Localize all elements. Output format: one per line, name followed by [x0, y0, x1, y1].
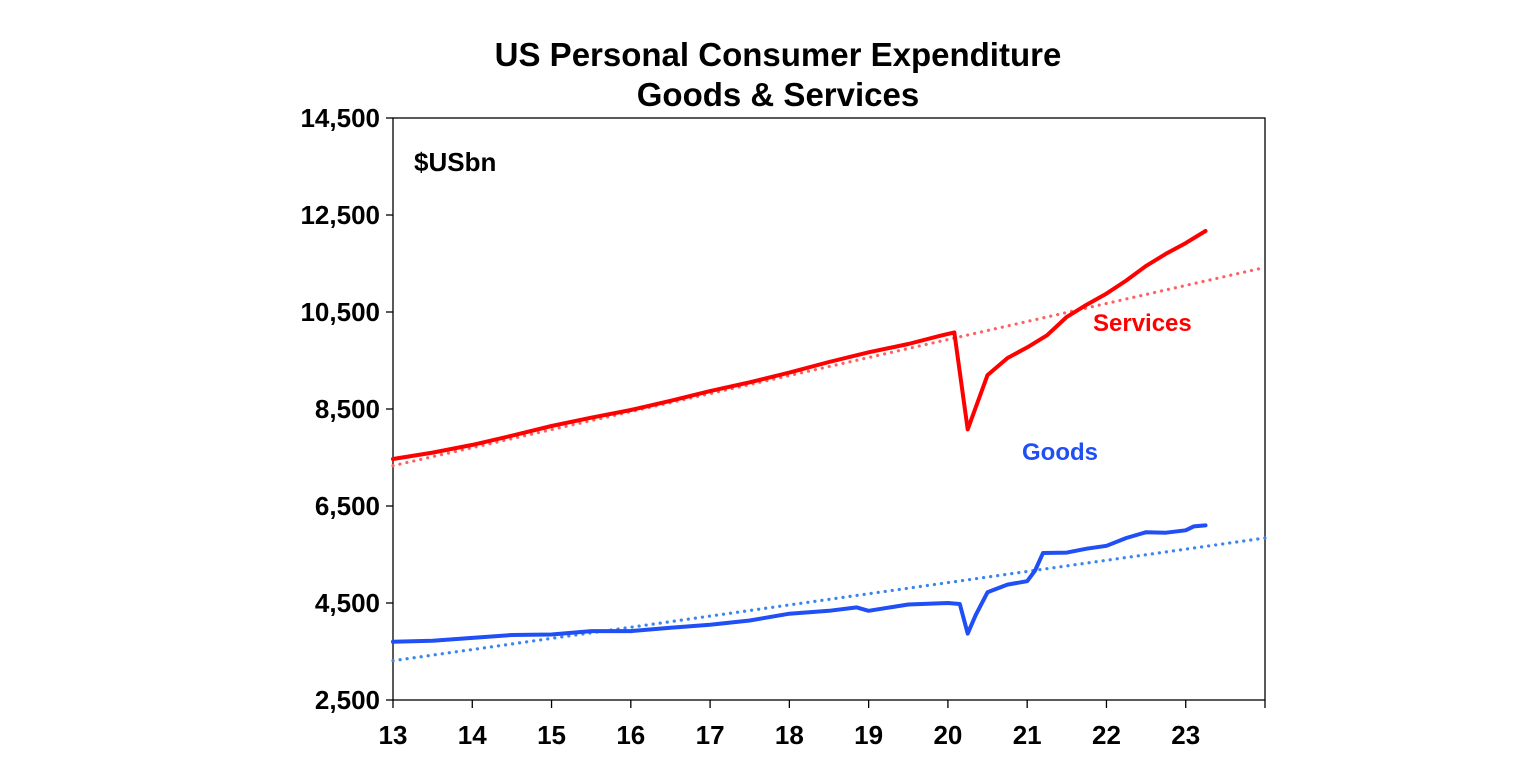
series-layer: [391, 229, 1267, 663]
goods-trend-line: [391, 536, 1267, 663]
chart-title: US Personal Consumer Expenditure: [495, 36, 1062, 73]
y-tick-label: 12,500: [300, 200, 380, 230]
unit-label: $USbn: [414, 147, 496, 177]
x-tick-label: 21: [1013, 720, 1042, 750]
x-tick-label: 15: [537, 720, 566, 750]
y-axis: 2,500 4,500 6,500 8,500 10,500 12,500 14,500: [300, 103, 393, 715]
x-tick-label: 18: [775, 720, 804, 750]
y-tick-label: 8,500: [315, 394, 380, 424]
x-tick-label: 17: [696, 720, 725, 750]
services-trend-line: [391, 265, 1267, 468]
x-tick-label: 14: [458, 720, 487, 750]
x-tick-label: 19: [854, 720, 883, 750]
x-axis: 13 14 15 16 17 18 19 20 21 22 23: [379, 700, 1266, 750]
x-tick-label: 16: [616, 720, 645, 750]
y-tick-label: 10,500: [300, 297, 380, 327]
y-tick-label: 6,500: [315, 491, 380, 521]
goods-line: [391, 523, 1208, 644]
chart-subtitle: Goods & Services: [637, 76, 919, 113]
y-tick-label: 14,500: [300, 103, 380, 133]
goods-label: Goods: [1022, 439, 1098, 466]
y-tick-label: 4,500: [315, 588, 380, 618]
services-label: Services: [1093, 310, 1192, 337]
x-tick-label: 20: [933, 720, 962, 750]
y-tick-label: 2,500: [315, 685, 380, 715]
x-tick-label: 22: [1092, 720, 1121, 750]
x-tick-label: 23: [1171, 720, 1200, 750]
services-line: [391, 229, 1208, 461]
x-tick-label: 13: [379, 720, 408, 750]
